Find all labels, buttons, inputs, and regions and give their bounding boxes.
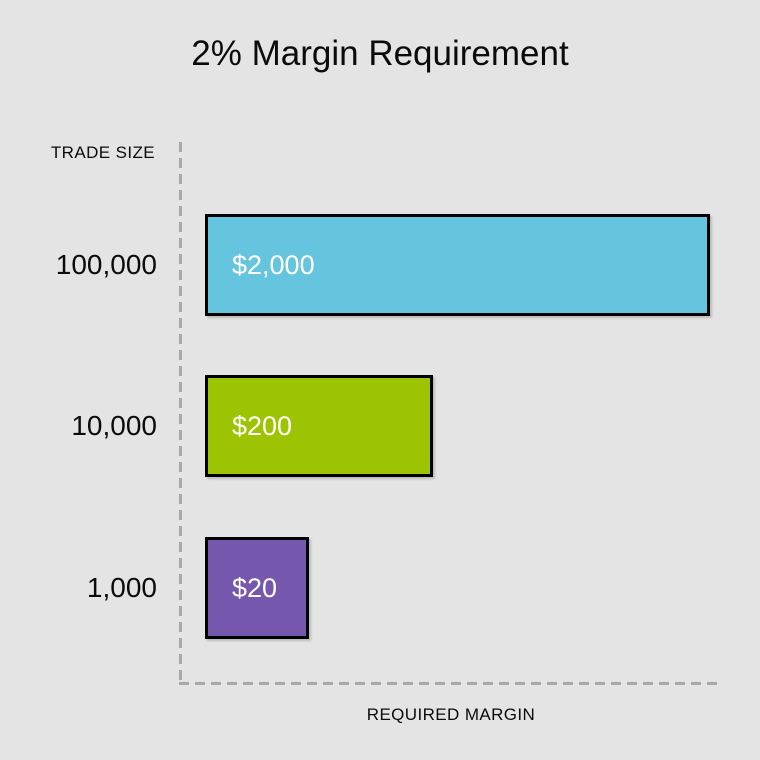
- x-axis-line: [179, 682, 723, 685]
- x-axis-title: REQUIRED MARGIN: [366, 705, 536, 724]
- bar-value-label: $2,000: [232, 249, 315, 280]
- y-axis-title: TRADE SIZE: [50, 143, 155, 162]
- bar-value-label: $200: [232, 410, 293, 441]
- bar-row: 10,000 $200: [0, 375, 760, 477]
- bar-row: 100,000 $2,000: [0, 214, 760, 316]
- bar-100000: $2,000: [205, 214, 710, 316]
- bar-row: 1,000 $20: [0, 537, 760, 639]
- bar-value-label: $20: [232, 572, 278, 603]
- category-label: 1,000: [86, 572, 157, 603]
- category-label: 100,000: [55, 249, 157, 280]
- category-label: 10,000: [71, 410, 157, 441]
- bar-1000: $20: [205, 537, 309, 639]
- y-axis-line: [179, 142, 182, 685]
- chart-title: 2% Margin Requirement: [191, 34, 569, 73]
- bar-10000: $200: [205, 375, 433, 477]
